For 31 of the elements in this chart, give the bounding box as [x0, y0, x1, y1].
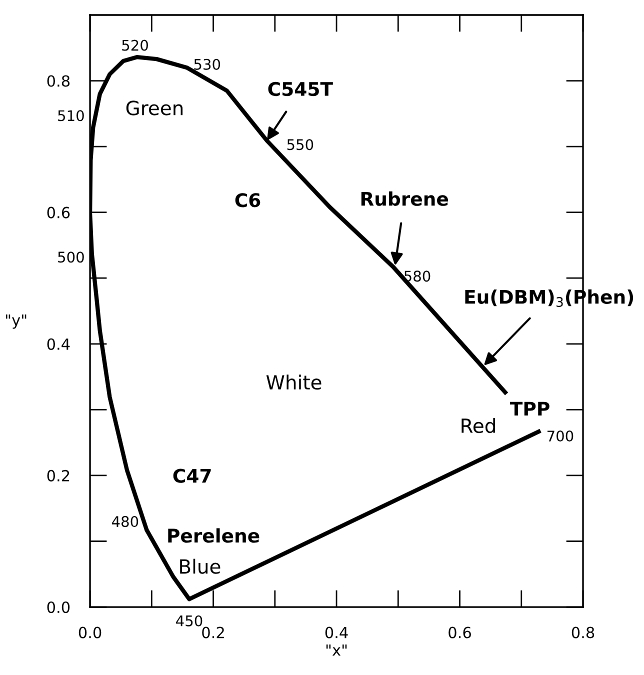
y-tick-label: 0.8 — [47, 75, 70, 87]
annotation: TPP — [510, 402, 550, 416]
y-tick-label: 0.0 — [47, 601, 70, 614]
annotation: Green — [126, 100, 183, 116]
annotation: Blue — [180, 558, 220, 574]
x-tick-label: 0.8 — [572, 626, 594, 638]
annotation: Perelene — [168, 528, 260, 543]
annotation: C47 — [173, 468, 211, 483]
annotation: 550 — [287, 139, 314, 150]
annotation: Red — [462, 418, 495, 434]
y-tick-label: 0.4 — [47, 338, 70, 350]
annotation: C6 — [235, 193, 260, 208]
annotation: 530 — [194, 58, 220, 70]
x-tick-label: 0.6 — [448, 626, 471, 638]
annotation: 520 — [122, 40, 148, 51]
annotation: 480 — [112, 516, 138, 528]
annotation: 700 — [547, 430, 574, 442]
annotation: 580 — [404, 270, 430, 282]
text: 500 — [58, 252, 84, 263]
y-axis-title: "y" — [6, 314, 26, 329]
x-tick-label: 0.2 — [202, 626, 224, 638]
text: 510 — [58, 110, 84, 122]
text: 450 — [176, 615, 202, 626]
y-tick-label: 0.2 — [47, 470, 70, 482]
x-tick-label: 0.4 — [325, 626, 348, 638]
annotation: White — [266, 374, 322, 390]
annotation: Rubrene — [361, 191, 448, 206]
x-tick-label: 0.0 — [78, 626, 102, 638]
annotation: C545T — [268, 82, 333, 96]
x-axis-title: "x" — [326, 644, 347, 656]
y-tick-label: 0.6 — [47, 206, 70, 218]
